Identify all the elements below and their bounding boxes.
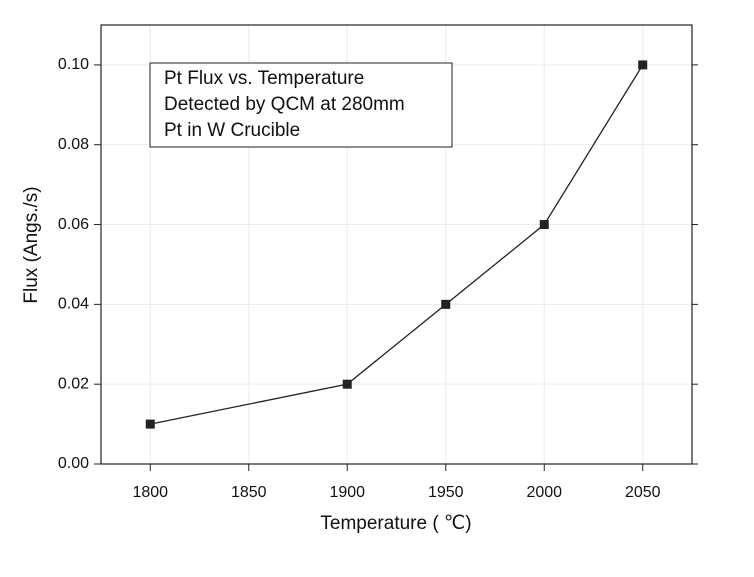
y-tick-label: 0.00 <box>58 455 89 472</box>
annotation: Pt Flux vs. Temperature <box>164 68 364 89</box>
annotation-box <box>149 62 453 148</box>
x-tick-label: 2000 <box>526 484 562 501</box>
y-tick-label: 0.02 <box>58 375 89 392</box>
data-point <box>145 419 155 429</box>
x-tick-label: 1950 <box>428 484 464 501</box>
annotation: Pt in W Crucible <box>164 120 300 141</box>
y-tick-label: 0.08 <box>58 136 89 153</box>
data-point <box>539 220 549 230</box>
y-tick-label: 0.06 <box>58 216 89 233</box>
x-axis-label: Temperature ( ℃) <box>320 513 471 534</box>
data-point <box>342 379 352 389</box>
x-tick-label: 1850 <box>231 484 267 501</box>
plot-frame <box>100 24 693 465</box>
annotation: Detected by QCM at 280mm <box>164 94 405 115</box>
y-tick-label: 0.10 <box>58 56 89 73</box>
x-tick-label: 1800 <box>132 484 168 501</box>
x-tick-label: 1900 <box>329 484 365 501</box>
data-point <box>638 60 648 70</box>
data-point <box>441 299 451 309</box>
x-tick-label: 2050 <box>625 484 661 501</box>
y-tick-label: 0.04 <box>58 296 89 313</box>
y-axis-label: Flux (Angs./s) <box>21 186 42 303</box>
